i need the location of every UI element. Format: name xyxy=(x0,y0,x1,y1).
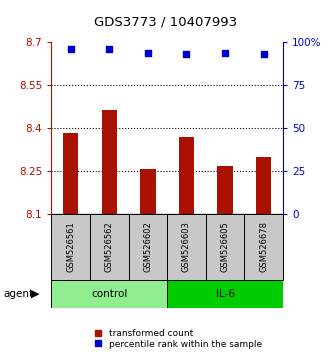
Text: GSM526605: GSM526605 xyxy=(220,222,230,272)
Text: control: control xyxy=(91,289,127,299)
Text: IL-6: IL-6 xyxy=(215,289,235,299)
Point xyxy=(145,50,151,56)
Point xyxy=(107,46,112,52)
Text: GDS3773 / 10407993: GDS3773 / 10407993 xyxy=(94,16,237,29)
Text: ▶: ▶ xyxy=(30,289,39,299)
Legend: transformed count, percentile rank within the sample: transformed count, percentile rank withi… xyxy=(88,328,263,349)
Text: GSM526678: GSM526678 xyxy=(259,221,268,273)
Text: GSM526561: GSM526561 xyxy=(66,222,75,272)
Bar xyxy=(179,137,194,214)
Bar xyxy=(244,214,283,280)
Bar xyxy=(63,133,78,214)
Bar xyxy=(102,110,117,214)
Point xyxy=(184,52,189,57)
Text: GSM526603: GSM526603 xyxy=(182,222,191,272)
Text: GSM526602: GSM526602 xyxy=(143,222,152,272)
Text: agent: agent xyxy=(3,289,33,299)
Point xyxy=(222,50,228,56)
Text: GSM526562: GSM526562 xyxy=(105,222,114,272)
Bar xyxy=(90,214,128,280)
Bar xyxy=(167,280,283,308)
Bar xyxy=(167,214,206,280)
Bar xyxy=(206,214,244,280)
Bar xyxy=(51,214,90,280)
Bar xyxy=(128,214,167,280)
Point xyxy=(68,46,73,52)
Bar xyxy=(256,157,271,214)
Bar xyxy=(140,169,156,214)
Bar xyxy=(217,166,233,214)
Point xyxy=(261,52,266,57)
Bar xyxy=(51,280,167,308)
